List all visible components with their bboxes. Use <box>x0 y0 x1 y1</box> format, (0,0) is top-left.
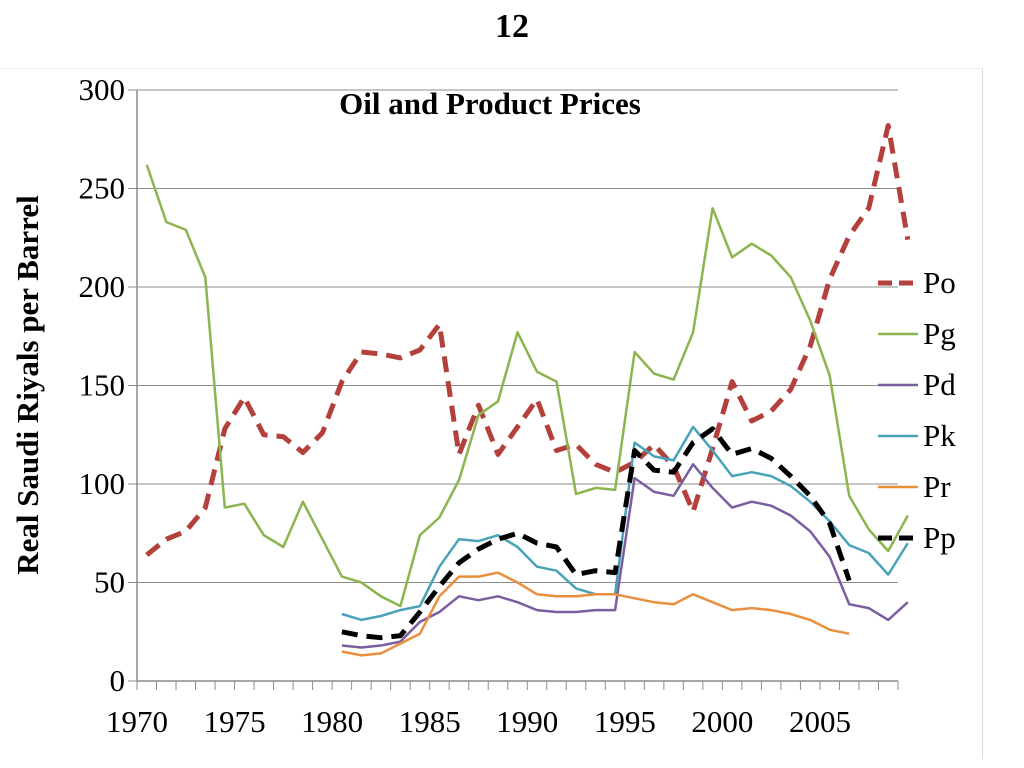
legend: Po Pg Pd Pk Pr Pp <box>878 265 956 555</box>
y-tick-label: 250 <box>79 171 126 206</box>
y-tick-label: 50 <box>94 565 125 600</box>
y-tick-label: 0 <box>110 663 126 698</box>
x-tick-label: 2000 <box>691 704 753 739</box>
series-line-pg <box>145 164 909 608</box>
legend-label-pk: Pk <box>923 418 956 453</box>
x-tick-label: 1995 <box>594 704 656 739</box>
legend-label-pd: Pd <box>923 367 956 402</box>
page-number: 12 <box>495 8 529 45</box>
chart-title: Oil and Product Prices <box>339 86 641 121</box>
legend-label-pr: Pr <box>923 469 951 504</box>
series-line-po <box>145 123 911 557</box>
x-tick-label: 1980 <box>301 704 363 739</box>
x-tick-label: 1970 <box>106 704 168 739</box>
y-tick-label: 100 <box>79 466 126 501</box>
series-lines <box>145 123 911 657</box>
chart-frame <box>0 68 983 759</box>
x-tick-labels: 1970 1975 1980 1985 1990 1995 2000 2005 <box>106 704 851 739</box>
axes <box>136 90 898 682</box>
legend-label-pg: Pg <box>923 316 956 351</box>
y-tick-label: 300 <box>79 72 126 107</box>
y-axis-label: Real Saudi Riyals per Barrel <box>10 195 45 575</box>
y-tick-label: 200 <box>79 269 126 304</box>
x-tick-label: 2005 <box>789 704 851 739</box>
x-tick-label: 1985 <box>399 704 461 739</box>
y-tick-labels: 0 50 100 150 200 250 300 <box>79 72 126 698</box>
y-tick-label: 150 <box>79 368 126 403</box>
legend-label-po: Po <box>923 265 956 300</box>
series-line-pp <box>341 426 852 641</box>
x-tick-label: 1975 <box>204 704 266 739</box>
legend-label-pp: Pp <box>923 520 956 555</box>
x-tick-label: 1990 <box>496 704 558 739</box>
series-line-pd <box>341 463 909 649</box>
series-line-pr <box>341 571 850 657</box>
